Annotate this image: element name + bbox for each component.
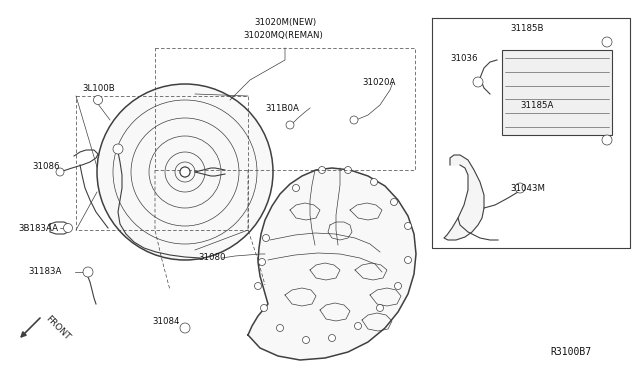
Circle shape <box>344 167 351 173</box>
Circle shape <box>319 167 326 173</box>
Text: 31020MQ(REMAN): 31020MQ(REMAN) <box>243 31 323 39</box>
Circle shape <box>376 305 383 311</box>
Text: 31084: 31084 <box>152 317 179 327</box>
Circle shape <box>286 121 294 129</box>
Circle shape <box>394 282 401 289</box>
Circle shape <box>404 222 412 230</box>
Text: 31020M(NEW): 31020M(NEW) <box>254 17 316 26</box>
Circle shape <box>97 84 273 260</box>
Circle shape <box>93 96 102 105</box>
Circle shape <box>602 135 612 145</box>
Text: 3B183AA: 3B183AA <box>18 224 58 232</box>
Circle shape <box>328 334 335 341</box>
Circle shape <box>350 116 358 124</box>
Polygon shape <box>248 168 416 360</box>
Circle shape <box>404 257 412 263</box>
Text: 31086: 31086 <box>32 161 60 170</box>
Text: 311B0A: 311B0A <box>265 103 299 112</box>
Bar <box>502 50 612 135</box>
Text: 31185A: 31185A <box>520 100 554 109</box>
Circle shape <box>355 323 362 330</box>
Circle shape <box>602 37 612 47</box>
Circle shape <box>390 199 397 205</box>
Circle shape <box>63 224 72 232</box>
Circle shape <box>83 267 93 277</box>
Circle shape <box>259 259 266 266</box>
Text: 3L100B: 3L100B <box>82 83 115 93</box>
Circle shape <box>303 337 310 343</box>
Text: 31043M: 31043M <box>510 183 545 192</box>
Circle shape <box>515 183 525 193</box>
Circle shape <box>255 282 262 289</box>
Circle shape <box>292 185 300 192</box>
Circle shape <box>371 179 378 186</box>
Text: 31020A: 31020A <box>362 77 396 87</box>
Circle shape <box>180 167 190 177</box>
Text: 31080: 31080 <box>198 253 225 263</box>
Circle shape <box>113 144 123 154</box>
Circle shape <box>260 305 268 311</box>
Circle shape <box>180 323 190 333</box>
Text: R3100B7: R3100B7 <box>550 347 591 357</box>
Text: 31036: 31036 <box>450 54 477 62</box>
Text: FRONT: FRONT <box>44 314 72 342</box>
Circle shape <box>276 324 284 331</box>
Circle shape <box>473 77 483 87</box>
Circle shape <box>262 234 269 241</box>
Polygon shape <box>444 155 484 240</box>
Text: 31185B: 31185B <box>510 23 543 32</box>
Circle shape <box>56 168 64 176</box>
Text: 31183A: 31183A <box>28 267 61 276</box>
